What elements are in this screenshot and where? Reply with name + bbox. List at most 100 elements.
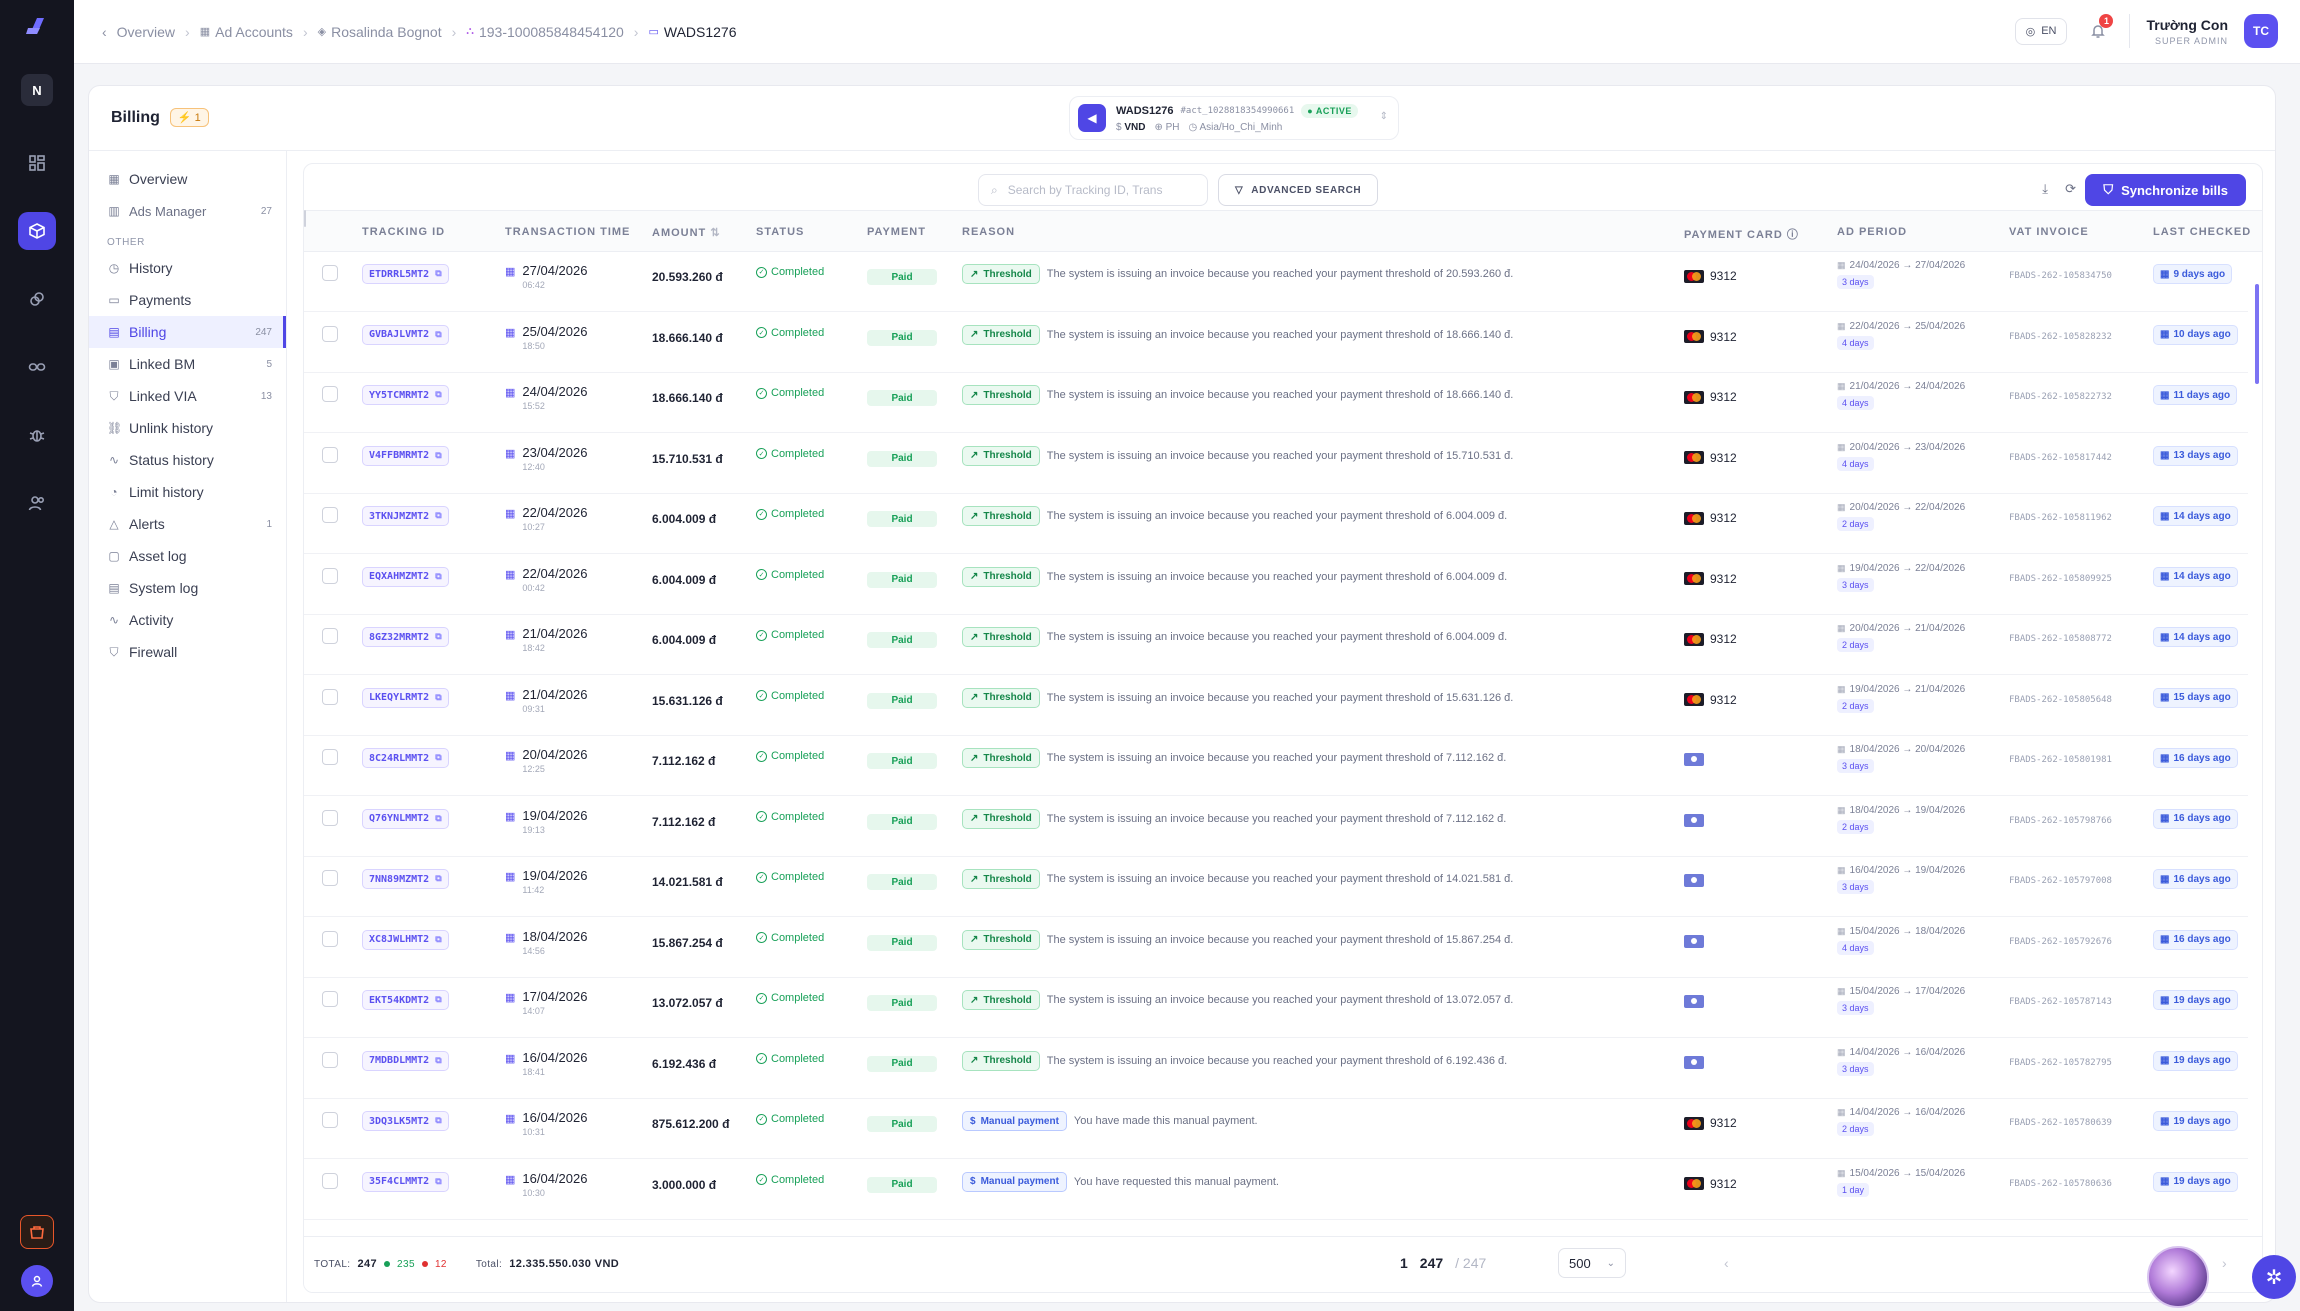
tracking-id-badge[interactable]: 3TKNJMZMT2 ⧉ xyxy=(362,506,449,526)
account-selector[interactable]: ◀ WADS1276 #act_1028818354990661 ● ACTIV… xyxy=(1069,96,1399,140)
bug-report-button[interactable]: ✲ xyxy=(2252,1255,2296,1299)
refresh-icon[interactable]: ⟳ xyxy=(2065,181,2076,196)
copy-icon[interactable]: ⧉ xyxy=(435,934,442,945)
sidebar-item-status-history[interactable]: ∿ Status history xyxy=(89,444,286,476)
vat-invoice[interactable]: FBADS-262-105801981 xyxy=(2009,755,2112,765)
shop-icon[interactable] xyxy=(20,1215,54,1249)
copy-icon[interactable]: ⧉ xyxy=(435,692,442,703)
row-checkbox[interactable] xyxy=(322,265,338,281)
copy-icon[interactable]: ⧉ xyxy=(435,1116,442,1126)
tracking-id-badge[interactable]: EKT54KDMT2 ⧉ xyxy=(362,990,449,1010)
vat-invoice[interactable]: FBADS-262-105780636 xyxy=(2009,1178,2112,1189)
tracking-id-badge[interactable]: Q76YNLMMT2 ⧉ xyxy=(362,808,449,829)
tracking-id-badge[interactable]: 8GZ32MRMT2 ⧉ xyxy=(362,627,449,647)
column-reason[interactable]: REASON xyxy=(962,226,1016,238)
table-row[interactable]: YY5TCMRMT2 ⧉ ▦ 24/04/2026 15:52 18.666.140 đ ✓… xyxy=(304,373,2248,433)
vat-invoice[interactable]: FBADS-262-105787143 xyxy=(2009,997,2112,1007)
copy-icon[interactable]: ⧉ xyxy=(435,753,442,763)
table-row[interactable]: V4FFBMRMT2 ⧉ ▦ 23/04/2026 12:40 15.710.531 đ ✓… xyxy=(304,434,2248,494)
row-checkbox[interactable] xyxy=(322,930,338,947)
tracking-id-badge[interactable]: V4FFBMRMT2 ⧉ xyxy=(362,445,449,466)
column-ad-period[interactable]: AD PERIOD xyxy=(1837,226,1908,238)
copy-icon[interactable]: ⧉ xyxy=(435,390,442,400)
language-switcher[interactable]: ◎ EN xyxy=(2014,17,2068,45)
column-status[interactable]: STATUS xyxy=(756,226,805,238)
org-switcher[interactable]: N xyxy=(21,74,53,106)
sidebar-item-overview[interactable]: ▦ Overview xyxy=(89,163,286,195)
copy-icon[interactable]: ⧉ xyxy=(435,995,442,1005)
row-checkbox[interactable] xyxy=(322,446,338,463)
copy-icon[interactable]: ⧉ xyxy=(435,269,442,279)
breadcrumb-user[interactable]: ◈ Rosalinda Bognot xyxy=(317,23,442,40)
select-all-checkbox[interactable] xyxy=(304,210,306,227)
sidebar-item-asset-log[interactable]: ▢ Asset log xyxy=(89,540,286,572)
table-row[interactable]: 7MDBDLMMT2 ⧉ ▦ 16/04/2026 18:41 6.192.436 đ ✓ C… xyxy=(304,1039,2248,1099)
table-row[interactable]: 8GZ32MRMT2 ⧉ ▦ 21/04/2026 18:42 6.004.009 đ ✓ C… xyxy=(304,615,2248,675)
page-size-select[interactable]: 500 ⌄ xyxy=(1558,1248,1626,1278)
vat-invoice[interactable]: FBADS-262-105811962 xyxy=(2009,513,2112,523)
tracking-id-badge[interactable]: XC8JWLHMT2 ⧉ xyxy=(362,929,449,950)
bug-icon[interactable] xyxy=(18,416,56,454)
copy-icon[interactable]: ⧉ xyxy=(435,329,442,340)
copy-icon[interactable]: ⧉ xyxy=(435,1055,442,1066)
users-icon[interactable] xyxy=(18,484,56,522)
sidebar-item-ads-manager[interactable]: ▥ Ads Manager 27 xyxy=(89,195,286,227)
link-icon[interactable] xyxy=(18,280,56,318)
table-row[interactable]: EQXAHMZMT2 ⧉ ▦ 22/04/2026 00:42 6.004.009 đ ✓ C… xyxy=(304,555,2248,615)
breadcrumb-overview[interactable]: Overview xyxy=(116,23,176,40)
copy-icon[interactable]: ⧉ xyxy=(435,1176,442,1187)
row-checkbox[interactable] xyxy=(322,809,338,826)
vat-invoice[interactable]: FBADS-262-105805648 xyxy=(2009,694,2112,705)
table-row[interactable]: ETDRRL5MT2 ⧉ ▦ 27/04/2026 06:42 20.593.260 đ ✓… xyxy=(304,252,2248,312)
tracking-id-badge[interactable]: YY5TCMRMT2 ⧉ xyxy=(362,385,449,405)
sidebar-item-alerts[interactable]: △ Alerts 1 xyxy=(89,508,286,540)
sidebar-item-system-log[interactable]: ▤ System log xyxy=(89,572,286,604)
tracking-id-badge[interactable]: GVBAJLVMT2 ⧉ xyxy=(362,324,449,345)
app-logo-icon[interactable] xyxy=(22,12,52,42)
column-vat-invoice[interactable]: VAT INVOICE xyxy=(2009,226,2089,238)
vat-invoice[interactable]: FBADS-262-105780639 xyxy=(2009,1118,2112,1128)
table-row[interactable]: GVBAJLVMT2 ⧉ ▦ 25/04/2026 18:50 18.666.140 đ ✓… xyxy=(304,313,2248,373)
prev-page-icon[interactable]: ‹ xyxy=(1724,1255,1729,1271)
notifications-button[interactable]: 1 xyxy=(2083,14,2114,46)
tracking-id-badge[interactable]: EQXAHMZMT2 ⧉ xyxy=(362,566,449,587)
table-row[interactable]: 8C24RLMMT2 ⧉ ▦ 20/04/2026 12:25 7.112.162 đ ✓ C… xyxy=(304,736,2248,796)
vat-invoice[interactable]: FBADS-262-105792676 xyxy=(2009,936,2112,947)
table-row[interactable]: 35F4CLMMT2 ⧉ ▦ 16/04/2026 10:30 3.000.000 đ ✓ C… xyxy=(304,1160,2248,1220)
table-row[interactable]: EKT54KDMT2 ⧉ ▦ 17/04/2026 14:07 13.072.057 đ ✓… xyxy=(304,978,2248,1038)
sidebar-item-unlink-history[interactable]: ⛓ Unlink history xyxy=(89,412,286,444)
vat-invoice[interactable]: FBADS-262-105809925 xyxy=(2009,573,2112,584)
vat-invoice[interactable]: FBADS-262-105828232 xyxy=(2009,331,2112,342)
row-checkbox[interactable] xyxy=(322,1112,338,1128)
breadcrumb-ad-accounts[interactable]: ▦ Ad Accounts xyxy=(199,23,293,40)
tracking-id-badge[interactable]: 35F4CLMMT2 ⧉ xyxy=(362,1171,449,1192)
tracking-id-badge[interactable]: 3DQ3LK5MT2 ⧉ xyxy=(362,1111,449,1131)
row-checkbox[interactable] xyxy=(322,1172,338,1189)
back-icon[interactable]: ‹ xyxy=(102,23,107,40)
vat-invoice[interactable]: FBADS-262-105822732 xyxy=(2009,392,2112,402)
column-last-checked[interactable]: LAST CHECKED xyxy=(2153,226,2252,238)
copy-icon[interactable]: ⧉ xyxy=(435,511,442,521)
current-page[interactable]: 1 xyxy=(1400,1255,1408,1271)
tracking-id-badge[interactable]: 7MDBDLMMT2 ⧉ xyxy=(362,1050,449,1071)
download-icon[interactable]: ⤓ xyxy=(2042,181,2048,196)
row-checkbox[interactable] xyxy=(322,870,338,886)
ad-accounts-icon[interactable] xyxy=(18,212,56,250)
copy-icon[interactable]: ⧉ xyxy=(435,813,442,824)
vat-invoice[interactable]: FBADS-262-105808772 xyxy=(2009,634,2112,644)
warning-badge[interactable]: ⚡ 1 xyxy=(169,108,209,127)
column-payment-card[interactable]: PAYMENT CARD ⓘ xyxy=(1684,229,1799,241)
tracking-id-badge[interactable]: 8C24RLMMT2 ⧉ xyxy=(362,748,449,768)
row-checkbox[interactable] xyxy=(322,991,338,1007)
column-amount[interactable]: AMOUNT ⇅ xyxy=(652,227,721,239)
profile-icon[interactable] xyxy=(21,1265,53,1297)
copy-icon[interactable]: ⧉ xyxy=(435,874,442,884)
vat-invoice[interactable]: FBADS-262-105817442 xyxy=(2009,452,2112,463)
table-scrollbar[interactable] xyxy=(2255,264,2260,1244)
next-page-icon[interactable]: › xyxy=(2222,1255,2227,1271)
table-row[interactable]: 3TKNJMZMT2 ⧉ ▦ 22/04/2026 10:27 6.004.009 đ ✓ C… xyxy=(304,494,2248,554)
user-info[interactable]: Trường Con SUPER ADMIN xyxy=(2146,17,2228,46)
row-checkbox[interactable] xyxy=(322,507,338,523)
vat-invoice[interactable]: FBADS-262-105797008 xyxy=(2009,876,2112,886)
synchronize-bills-button[interactable]: ⛉ Synchronize bills xyxy=(2085,174,2246,206)
